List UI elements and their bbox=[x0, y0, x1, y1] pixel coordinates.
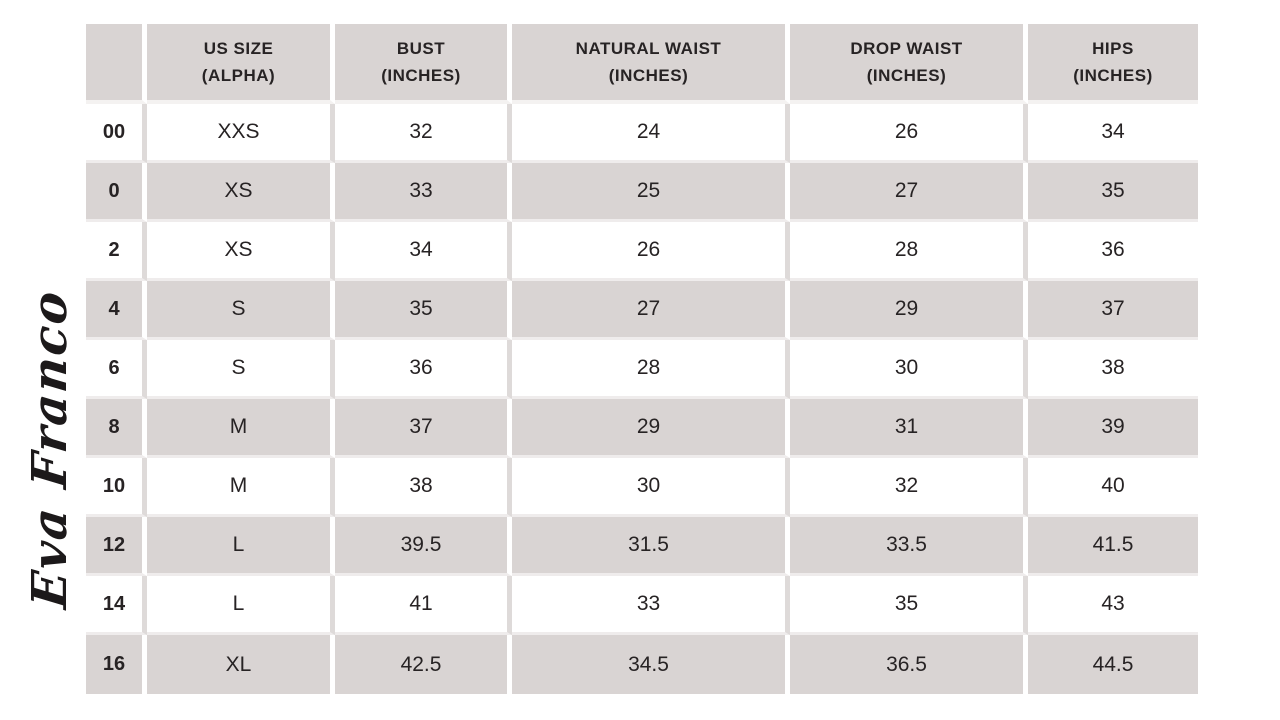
header-cell: US SIZE (ALPHA) bbox=[147, 24, 335, 104]
measurement-cell: 33 bbox=[335, 163, 512, 222]
measurement-cell: 38 bbox=[335, 458, 512, 517]
measurement-cell: 41.5 bbox=[1028, 517, 1198, 576]
size-row: 4 S 35 27 29 37 bbox=[86, 281, 1198, 340]
size-row: 10 M 38 30 32 40 bbox=[86, 458, 1198, 517]
measurement-cell: 38 bbox=[1028, 340, 1198, 399]
size-number-cell: 00 bbox=[86, 104, 147, 163]
header-cell-empty bbox=[86, 24, 147, 104]
measurement-cell: 30 bbox=[790, 340, 1028, 399]
size-number-cell: 4 bbox=[86, 281, 147, 340]
measurement-cell: 33 bbox=[512, 576, 790, 635]
measurement-cell: 32 bbox=[790, 458, 1028, 517]
measurement-cell: L bbox=[147, 576, 335, 635]
measurement-cell: 27 bbox=[512, 281, 790, 340]
size-row: 8 M 37 29 31 39 bbox=[86, 399, 1198, 458]
size-number-cell: 8 bbox=[86, 399, 147, 458]
table-header-row: US SIZE (ALPHA) BUST (INCHES) NATURAL WAIST (… bbox=[86, 24, 1198, 104]
header-cell: NATURAL WAIST (INCHES) bbox=[512, 24, 790, 104]
measurement-cell: 35 bbox=[335, 281, 512, 340]
measurement-cell: 39.5 bbox=[335, 517, 512, 576]
measurement-cell: 25 bbox=[512, 163, 790, 222]
measurement-cell: 31 bbox=[790, 399, 1028, 458]
size-chart-table: US SIZE (ALPHA) BUST (INCHES) NATURAL WAIST (… bbox=[86, 24, 1198, 694]
size-row: 14 L 41 33 35 43 bbox=[86, 576, 1198, 635]
measurement-cell: 43 bbox=[1028, 576, 1198, 635]
size-row: 00 XXS 32 24 26 34 bbox=[86, 104, 1198, 163]
header-line2: (INCHES) bbox=[608, 66, 689, 85]
measurement-cell: 36 bbox=[335, 340, 512, 399]
size-number-cell: 12 bbox=[86, 517, 147, 576]
header-line2: (INCHES) bbox=[866, 66, 947, 85]
measurement-cell: 41 bbox=[335, 576, 512, 635]
measurement-cell: 27 bbox=[790, 163, 1028, 222]
measurement-cell: 26 bbox=[512, 222, 790, 281]
size-number-cell: 2 bbox=[86, 222, 147, 281]
header-cell: HIPS (INCHES) bbox=[1028, 24, 1198, 104]
measurement-cell: S bbox=[147, 340, 335, 399]
header-line1: US SIZE bbox=[203, 39, 274, 58]
measurement-cell: 31.5 bbox=[512, 517, 790, 576]
measurement-cell: 34 bbox=[335, 222, 512, 281]
measurement-cell: 34 bbox=[1028, 104, 1198, 163]
measurement-cell: 39 bbox=[1028, 399, 1198, 458]
header-line1: NATURAL WAIST bbox=[575, 39, 722, 58]
measurement-cell: 33.5 bbox=[790, 517, 1028, 576]
measurement-cell: M bbox=[147, 458, 335, 517]
measurement-cell: 30 bbox=[512, 458, 790, 517]
measurement-cell: L bbox=[147, 517, 335, 576]
measurement-cell: 26 bbox=[790, 104, 1028, 163]
size-row: 0 XS 33 25 27 35 bbox=[86, 163, 1198, 222]
header-line1: HIPS bbox=[1092, 39, 1134, 58]
measurement-cell: 44.5 bbox=[1028, 635, 1198, 694]
header-line2: (INCHES) bbox=[381, 66, 461, 85]
size-row: 12 L 39.5 31.5 33.5 41.5 bbox=[86, 517, 1198, 576]
brand-logo: Eva Franco bbox=[7, 277, 93, 621]
measurement-cell: 35 bbox=[1028, 163, 1198, 222]
measurement-cell: XS bbox=[147, 222, 335, 281]
size-number-cell: 14 bbox=[86, 576, 147, 635]
size-row: 6 S 36 28 30 38 bbox=[86, 340, 1198, 399]
measurement-cell: 36.5 bbox=[790, 635, 1028, 694]
header-cell: DROP WAIST (INCHES) bbox=[790, 24, 1028, 104]
measurement-cell: 36 bbox=[1028, 222, 1198, 281]
header-line1: BUST bbox=[396, 39, 446, 58]
measurement-cell: 42.5 bbox=[335, 635, 512, 694]
measurement-cell: 28 bbox=[512, 340, 790, 399]
measurement-cell: 35 bbox=[790, 576, 1028, 635]
size-number-cell: 6 bbox=[86, 340, 147, 399]
measurement-cell: XXS bbox=[147, 104, 335, 163]
measurement-cell: 24 bbox=[512, 104, 790, 163]
measurement-cell: 28 bbox=[790, 222, 1028, 281]
size-row: 2 XS 34 26 28 36 bbox=[86, 222, 1198, 281]
measurement-cell: 40 bbox=[1028, 458, 1198, 517]
size-number-cell: 16 bbox=[86, 635, 147, 694]
measurement-cell: 29 bbox=[790, 281, 1028, 340]
measurement-cell: XS bbox=[147, 163, 335, 222]
measurement-cell: 37 bbox=[1028, 281, 1198, 340]
size-row: 16 XL 42.5 34.5 36.5 44.5 bbox=[86, 635, 1198, 694]
measurement-cell: XL bbox=[147, 635, 335, 694]
size-number-cell: 0 bbox=[86, 163, 147, 222]
measurement-cell: 37 bbox=[335, 399, 512, 458]
brand-logo-text: Eva Franco bbox=[22, 287, 78, 611]
measurement-cell: 32 bbox=[335, 104, 512, 163]
header-line1: DROP WAIST bbox=[850, 39, 963, 58]
measurement-cell: 34.5 bbox=[512, 635, 790, 694]
measurement-cell: M bbox=[147, 399, 335, 458]
header-cell: BUST (INCHES) bbox=[335, 24, 512, 104]
header-line2: (INCHES) bbox=[1073, 66, 1153, 85]
header-line2: (ALPHA) bbox=[201, 66, 276, 85]
measurement-cell: S bbox=[147, 281, 335, 340]
measurement-cell: 29 bbox=[512, 399, 790, 458]
size-number-cell: 10 bbox=[86, 458, 147, 517]
